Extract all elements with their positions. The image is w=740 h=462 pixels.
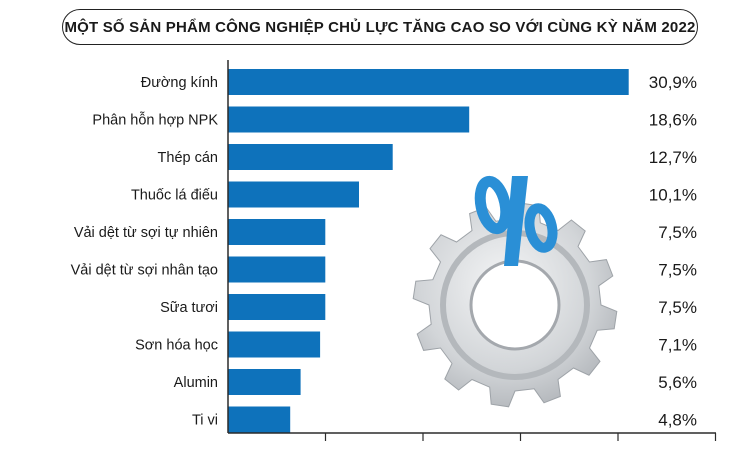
chart-title-box: MỘT SỐ SẢN PHẨM CÔNG NGHIỆP CHỦ LỰC TĂNG…: [62, 9, 698, 45]
bar-4: [228, 219, 326, 245]
category-label: Thép cán: [158, 150, 218, 166]
category-label: Sơn hóa học: [135, 338, 218, 354]
category-label: Ti vi: [192, 413, 218, 429]
value-label: 18,6%: [649, 111, 697, 130]
value-label: 4,8%: [658, 411, 697, 430]
bar-7: [228, 331, 321, 358]
value-label: 5,6%: [658, 373, 697, 392]
bars-layer: Đường kính 30,9% Phân hỗn hợp NPK 18,6% Thép…: [71, 69, 697, 433]
bar-5: [228, 256, 326, 283]
value-label: 30,9%: [649, 73, 697, 92]
x-axis: [227, 60, 717, 441]
bar-2: [228, 144, 393, 170]
value-label: 10,1%: [649, 186, 697, 205]
value-label: 12,7%: [649, 148, 697, 167]
category-label: Vải dệt từ sợi tự nhiên: [74, 225, 218, 241]
value-label: 7,5%: [658, 298, 697, 317]
bar-1: [228, 106, 470, 133]
category-label: Vải dệt từ sợi nhân tạo: [71, 263, 218, 279]
category-label: Đường kính: [141, 75, 218, 91]
bar-0: [228, 69, 629, 95]
chart-title: MỘT SỐ SẢN PHẨM CÔNG NGHIỆP CHỦ LỰC TĂNG…: [64, 18, 696, 36]
category-label: Alumin: [174, 375, 218, 391]
bar-3: [228, 181, 359, 208]
bar-6: [228, 294, 326, 320]
category-label: Thuốc lá điếu: [131, 188, 218, 204]
category-label: Phân hỗn hợp NPK: [92, 112, 218, 129]
percent-icon: [474, 175, 558, 266]
value-label: 7,5%: [658, 223, 697, 242]
bar-8: [228, 369, 301, 395]
category-label: Sữa tươi: [160, 300, 218, 316]
value-label: 7,1%: [658, 336, 697, 355]
value-label: 7,5%: [658, 261, 697, 280]
bar-9: [228, 406, 291, 433]
